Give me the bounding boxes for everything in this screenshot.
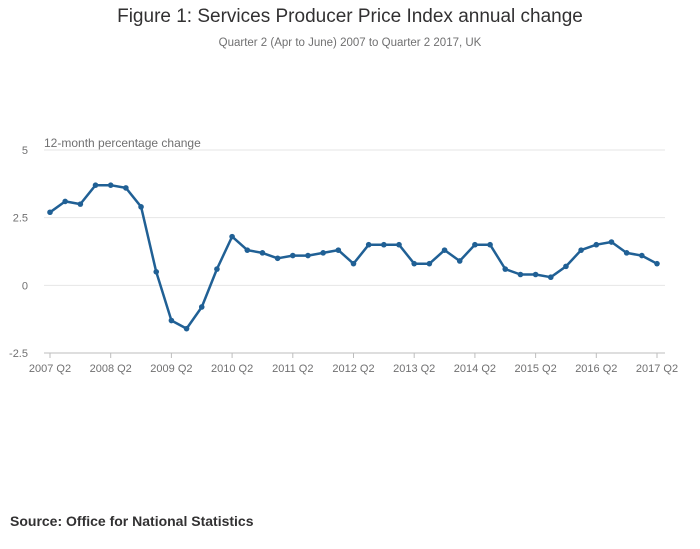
data-point[interactable]	[547, 274, 554, 281]
data-point[interactable]	[183, 325, 190, 332]
data-point[interactable]	[532, 271, 539, 278]
series-line-group	[47, 182, 660, 332]
y-axis-label: 12-month percentage change	[44, 136, 201, 150]
y-tick-label: 5	[22, 145, 28, 157]
x-tick-label: 2008 Q2	[90, 363, 132, 375]
data-point[interactable]	[441, 247, 448, 253]
x-tick-label: 2015 Q2	[514, 363, 556, 375]
x-tick-label: 2012 Q2	[332, 363, 374, 375]
y-tick-label: 0	[22, 280, 28, 292]
chart-title: Figure 1: Services Producer Price Index …	[117, 6, 583, 27]
data-point[interactable]	[168, 317, 175, 324]
data-point[interactable]	[259, 250, 266, 256]
data-point[interactable]	[563, 263, 569, 270]
data-point[interactable]	[502, 266, 509, 272]
data-point[interactable]	[274, 255, 281, 262]
chart-subtitle: Quarter 2 (Apr to June) 2007 to Quarter …	[218, 37, 482, 49]
data-point[interactable]	[290, 252, 296, 259]
data-point[interactable]	[593, 241, 600, 248]
data-point[interactable]	[639, 252, 645, 259]
data-point[interactable]	[320, 250, 326, 256]
y-axis-ticks: 5 2.5 0 -2.5	[9, 145, 28, 360]
gridlines	[44, 149, 665, 354]
data-point[interactable]	[381, 241, 387, 248]
x-tick-label: 2010 Q2	[211, 363, 253, 375]
data-point[interactable]	[244, 247, 251, 253]
x-tick-label: 2017 Q2	[636, 363, 678, 375]
x-tick-label: 2016 Q2	[575, 363, 617, 375]
data-point[interactable]	[138, 204, 144, 210]
x-tick-label: 2013 Q2	[393, 363, 435, 375]
data-point[interactable]	[335, 247, 342, 253]
data-point[interactable]	[107, 182, 114, 188]
x-tick-label: 2011 Q2	[272, 363, 313, 375]
x-tick-label: 2007 Q2	[29, 363, 71, 375]
x-axis: 2007 Q2 2008 Q2 2009 Q2 2010 Q2 2011 Q2 2012 …	[29, 353, 678, 375]
data-point[interactable]	[365, 241, 372, 248]
data-point[interactable]	[305, 252, 311, 259]
data-point[interactable]	[487, 241, 493, 248]
data-point[interactable]	[578, 247, 584, 253]
y-tick-label: -2.5	[9, 348, 28, 360]
data-point[interactable]	[123, 185, 129, 191]
data-point[interactable]	[411, 260, 418, 267]
data-point[interactable]	[214, 266, 220, 272]
data-point[interactable]	[153, 269, 160, 275]
data-point[interactable]	[229, 233, 235, 240]
data-point[interactable]	[62, 198, 68, 205]
x-tick-label: 2014 Q2	[454, 363, 496, 375]
x-tick-label: 2009 Q2	[150, 363, 192, 375]
y-tick-label: 2.5	[13, 213, 28, 225]
data-point[interactable]	[608, 239, 615, 245]
data-point[interactable]	[623, 250, 630, 256]
data-point[interactable]	[198, 304, 205, 310]
data-point[interactable]	[92, 182, 99, 188]
data-point[interactable]	[350, 260, 357, 267]
source-note: Source: Office for National Statistics	[10, 513, 254, 529]
data-point[interactable]	[456, 258, 463, 264]
data-point[interactable]	[472, 241, 478, 248]
data-point[interactable]	[77, 201, 84, 207]
data-point[interactable]	[517, 271, 524, 278]
data-point[interactable]	[654, 260, 660, 267]
data-point[interactable]	[396, 241, 402, 248]
data-point[interactable]	[47, 209, 53, 216]
data-point[interactable]	[426, 260, 433, 267]
